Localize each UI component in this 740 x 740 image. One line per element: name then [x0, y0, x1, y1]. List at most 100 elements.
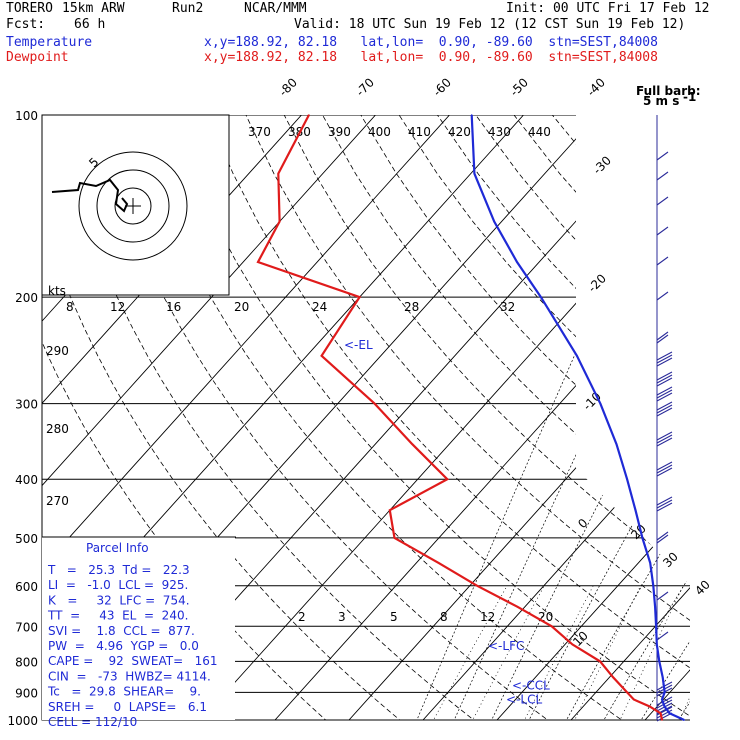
moist-adiabat-15: [596, 296, 690, 720]
dry-adiabat-390: [513, 115, 690, 720]
wind-barb-9-1: [656, 389, 673, 399]
parcel-row-9: SREH = 0 LAPSE= 6.1: [48, 700, 207, 714]
point-temperature-900: [663, 691, 666, 694]
dry-adiabat-280: [92, 115, 566, 720]
moist-adiabat-30: [708, 297, 740, 733]
isotherm--30: [274, 115, 690, 720]
point-dewpoint-500: [393, 537, 396, 539]
wind-barb-1-0: [656, 171, 669, 181]
isotherm--80: [42, 115, 450, 720]
mr-label-200-4: 24: [312, 300, 327, 314]
wind-barb-13-1: [656, 499, 673, 509]
point-temperature-800: [658, 660, 661, 663]
point-dewpoint-800: [599, 660, 601, 663]
temperature-legend: Temperature: [6, 35, 93, 50]
theta-label-430: 430: [488, 125, 511, 139]
point-dewpoint-175: [257, 261, 259, 263]
wind-barb-8-1: [656, 374, 673, 384]
dewpoint-location: x,y=188.92, 82.18 lat,lon= 0.90, -89.60 …: [204, 50, 658, 65]
parcel-box: [42, 537, 235, 720]
pressure-label-900: 900: [15, 686, 38, 700]
point-temperature-250: [576, 354, 578, 357]
point-dewpoint-975: [659, 712, 662, 715]
point-temperature-975: [668, 712, 671, 715]
dry-adiabat-270: [54, 115, 491, 720]
parcel-row-4: SVI = 1.8 CCL = 877.: [48, 624, 195, 638]
parcel-row-10: CELL = 112/10: [48, 715, 137, 729]
hodograph-units: kts: [48, 284, 66, 298]
dry-adiabat-340: [322, 115, 690, 720]
isotherm-label--60: -60: [430, 75, 454, 99]
isotherm--40: [200, 115, 690, 720]
parcel-row-0: T = 25.3 Td = 22.3: [47, 563, 190, 577]
series-dewpoint: [256, 114, 664, 721]
point-temperature-750: [655, 643, 658, 646]
wind-barb-0-0: [656, 151, 669, 161]
marker-el: <-EL: [344, 338, 373, 352]
isotherm-label-30: 30: [660, 549, 681, 570]
wind-barb-10-2: [656, 407, 673, 417]
parcel-title: Parcel Info: [86, 541, 149, 555]
mixing-ratio-2: [426, 585, 508, 720]
run-label: Run2: [172, 1, 204, 16]
wind-barb-2-0: [656, 196, 669, 206]
wind-barb-10-0: [656, 401, 673, 411]
point-temperature-600: [652, 584, 655, 587]
isotherm-label--30: -30: [590, 153, 614, 177]
point-dewpoint-950: [648, 705, 651, 708]
moist-adiabat-10: [559, 296, 690, 720]
wind-barb-7-2: [656, 357, 673, 367]
point-dewpoint-450: [389, 509, 391, 511]
isotherm--90: [42, 115, 376, 720]
point-temperature-950: [663, 705, 666, 708]
dry-adiabat-410: [590, 115, 690, 720]
wind-barb-11-2: [656, 437, 673, 447]
marker-ccl: <-CCL: [512, 679, 550, 693]
hodograph-ring-0: [114, 187, 152, 225]
point-dewpoint-300: [373, 402, 376, 405]
marker-lfc: <-LFC: [488, 639, 524, 653]
mr-label-200-5: 28: [404, 300, 419, 314]
point-temperature-700: [655, 625, 657, 628]
isotherm-label--80: -80: [276, 75, 300, 99]
wind-barb-11-1: [656, 434, 673, 444]
mixing-ratio-12: [613, 585, 684, 720]
hodograph-ring-1: [96, 169, 170, 243]
valid-time: Valid: 18 UTC Sun 19 Feb 12 (12 CST Sun …: [294, 17, 686, 32]
mr-label-700-4: 12: [480, 610, 495, 624]
dry-adiabat-360: [398, 115, 690, 720]
wind-scale-value: 5 m s: [643, 94, 679, 108]
isotherm-20: [644, 115, 690, 720]
isotherm-label--10: -10: [580, 389, 604, 413]
org-label: NCAR/MMM: [244, 1, 307, 16]
hodograph-ring-2: [78, 151, 188, 261]
dry-adiabat-350: [360, 115, 690, 720]
pressure-label-100: 100: [15, 109, 38, 123]
parcel-row-6: CAPE = 92 SWEAT= 161: [48, 654, 218, 668]
wind-barb-13-2: [656, 502, 673, 512]
dry-adiabat-310: [207, 115, 690, 720]
wind-barb-12-2: [656, 467, 673, 477]
moist-adiabat-25: [670, 296, 690, 720]
point-dewpoint-600: [476, 584, 478, 587]
dry-adiabat-260: [42, 115, 416, 720]
moist-adiabat-0: [485, 296, 690, 720]
theta-label-370: 370: [248, 125, 271, 139]
point-dewpoint-850: [612, 676, 614, 679]
wind-barb-14-0: [656, 531, 669, 541]
point-temperature-200: [540, 296, 542, 298]
point-dewpoint-700: [550, 625, 553, 628]
wind-barb-10-1: [656, 404, 673, 414]
dry-adiabat-440: [706, 115, 740, 733]
point-dewpoint-900: [626, 691, 628, 694]
pressure-label-600: 600: [15, 580, 38, 594]
temperature-location: x,y=188.92, 82.18 lat,lon= 0.90, -89.60 …: [204, 35, 658, 50]
isotherm-label--40: -40: [584, 75, 608, 99]
hodograph-box: [41, 114, 230, 296]
theta-label-410: 410: [408, 125, 431, 139]
parcel-row-8: Tc = 29.8 SHEAR= 9.: [47, 685, 201, 699]
wind-barb-8-2: [656, 377, 673, 387]
parcel-row-2: K = 32 LFC = 754.: [48, 593, 190, 607]
mr-label-200-6: 32: [500, 300, 515, 314]
wind-barb-9-2: [656, 392, 673, 402]
